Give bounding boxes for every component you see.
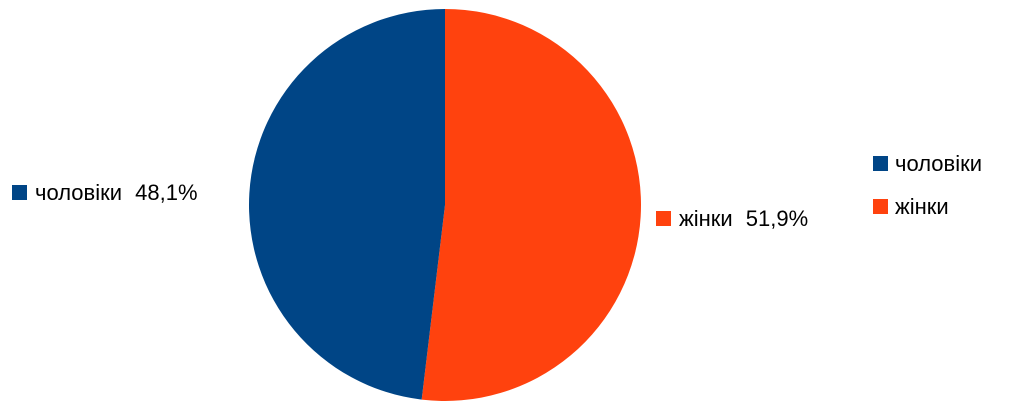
slice-label-women: жінки 51,9% xyxy=(656,206,808,231)
slice-label-men-value: 48,1% xyxy=(135,180,197,205)
slice-label-women-name: жінки xyxy=(679,206,733,231)
pie-slices xyxy=(248,9,641,402)
legend: чоловіки жінки xyxy=(873,151,982,219)
slice-label-men-name: чоловіки xyxy=(35,180,122,205)
slice-label-men-swatch xyxy=(12,185,27,200)
slice-label-men-text: чоловіки 48,1% xyxy=(35,180,198,205)
pie-slice-men xyxy=(248,9,445,400)
legend-label-men: чоловіки xyxy=(895,151,982,176)
pie-slice-women xyxy=(421,9,641,402)
legend-label-women: жінки xyxy=(895,194,949,219)
slice-label-women-swatch xyxy=(656,211,671,226)
slice-label-women-text: жінки 51,9% xyxy=(679,206,808,231)
slice-label-men: чоловіки 48,1% xyxy=(12,180,198,205)
slice-label-women-value: 51,9% xyxy=(746,206,808,231)
legend-swatch-women xyxy=(873,199,888,214)
legend-swatch-men xyxy=(873,156,888,171)
